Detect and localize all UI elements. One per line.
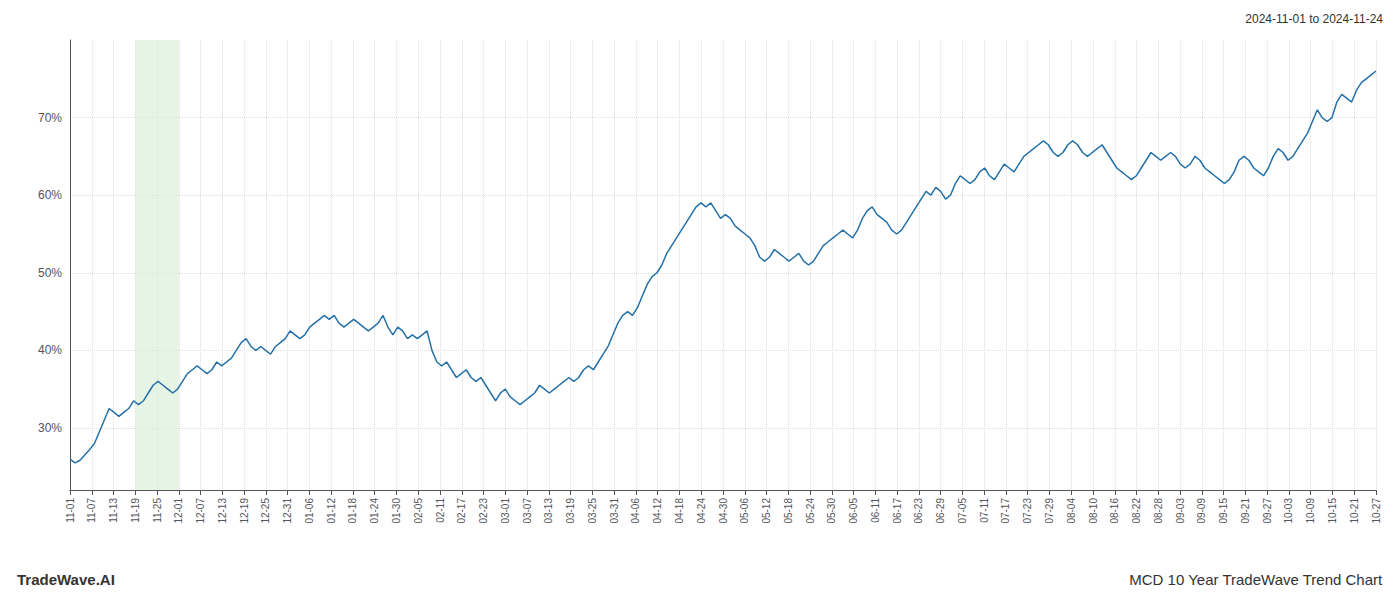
svg-text:03-31: 03-31 <box>609 498 620 524</box>
svg-text:MCD 10 Year TradeWave Trend Ch: MCD 10 Year TradeWave Trend Chart <box>1129 571 1383 588</box>
svg-text:50%: 50% <box>38 266 62 280</box>
svg-text:02-11: 02-11 <box>435 498 446 523</box>
svg-text:01-24: 01-24 <box>369 498 380 524</box>
svg-text:10-27: 10-27 <box>1371 498 1382 524</box>
svg-text:01-12: 01-12 <box>326 498 337 524</box>
svg-text:09-21: 09-21 <box>1240 498 1251 524</box>
svg-text:05-24: 05-24 <box>805 498 816 524</box>
svg-text:60%: 60% <box>38 188 62 202</box>
svg-text:40%: 40% <box>38 343 62 357</box>
svg-text:05-18: 05-18 <box>783 498 794 524</box>
svg-text:09-09: 09-09 <box>1196 498 1207 524</box>
svg-text:06-17: 06-17 <box>892 498 903 524</box>
svg-text:07-23: 07-23 <box>1022 498 1033 524</box>
svg-text:70%: 70% <box>38 111 62 125</box>
svg-text:01-30: 01-30 <box>391 498 402 524</box>
svg-text:04-18: 04-18 <box>674 498 685 524</box>
svg-text:11-25: 11-25 <box>152 498 163 523</box>
svg-text:04-30: 04-30 <box>718 498 729 524</box>
svg-text:06-11: 06-11 <box>870 498 881 523</box>
svg-text:2024-11-01 to 2024-11-24: 2024-11-01 to 2024-11-24 <box>1245 12 1383 26</box>
svg-text:05-30: 05-30 <box>826 498 837 524</box>
svg-text:12-07: 12-07 <box>195 498 206 524</box>
svg-text:09-15: 09-15 <box>1218 498 1229 524</box>
svg-text:01-18: 01-18 <box>347 498 358 524</box>
svg-text:06-29: 06-29 <box>935 498 946 524</box>
svg-text:04-06: 04-06 <box>630 498 641 524</box>
svg-text:10-09: 10-09 <box>1305 498 1316 524</box>
svg-text:03-01: 03-01 <box>500 498 511 524</box>
svg-text:10-03: 10-03 <box>1283 498 1294 524</box>
svg-text:TradeWave.AI: TradeWave.AI <box>17 571 115 588</box>
svg-text:11-13: 11-13 <box>108 498 119 523</box>
svg-text:05-06: 05-06 <box>739 498 750 524</box>
svg-text:06-23: 06-23 <box>913 498 924 524</box>
svg-text:09-03: 09-03 <box>1175 498 1186 524</box>
svg-text:03-07: 03-07 <box>522 498 533 524</box>
svg-text:11-19: 11-19 <box>130 498 141 523</box>
svg-text:12-31: 12-31 <box>282 498 293 524</box>
svg-text:08-16: 08-16 <box>1109 498 1120 524</box>
svg-text:03-19: 03-19 <box>565 498 576 524</box>
svg-text:01-06: 01-06 <box>304 498 315 524</box>
svg-text:08-04: 08-04 <box>1066 498 1077 524</box>
svg-text:04-12: 04-12 <box>652 498 663 524</box>
svg-text:12-19: 12-19 <box>239 498 250 524</box>
svg-text:07-05: 07-05 <box>957 498 968 524</box>
svg-text:07-11: 07-11 <box>979 498 990 523</box>
svg-text:10-15: 10-15 <box>1327 498 1338 524</box>
svg-text:10-21: 10-21 <box>1349 498 1360 524</box>
svg-text:07-29: 07-29 <box>1044 498 1055 524</box>
svg-text:03-25: 03-25 <box>587 498 598 524</box>
svg-text:06-05: 06-05 <box>848 498 859 524</box>
svg-text:12-13: 12-13 <box>217 498 228 524</box>
svg-text:11-01: 11-01 <box>65 498 76 523</box>
svg-text:05-12: 05-12 <box>761 498 772 524</box>
svg-text:02-05: 02-05 <box>413 498 424 524</box>
svg-text:12-25: 12-25 <box>260 498 271 524</box>
svg-text:08-28: 08-28 <box>1153 498 1164 524</box>
svg-text:12-01: 12-01 <box>173 498 184 524</box>
svg-text:03-13: 03-13 <box>543 498 554 524</box>
svg-text:09-27: 09-27 <box>1262 498 1273 524</box>
svg-text:08-10: 08-10 <box>1088 498 1099 524</box>
svg-text:07-17: 07-17 <box>1000 498 1011 524</box>
svg-text:08-22: 08-22 <box>1131 498 1142 524</box>
svg-text:02-17: 02-17 <box>456 498 467 524</box>
svg-text:11-07: 11-07 <box>86 498 97 523</box>
svg-text:04-24: 04-24 <box>696 498 707 524</box>
svg-text:30%: 30% <box>38 421 62 435</box>
svg-text:02-23: 02-23 <box>478 498 489 524</box>
